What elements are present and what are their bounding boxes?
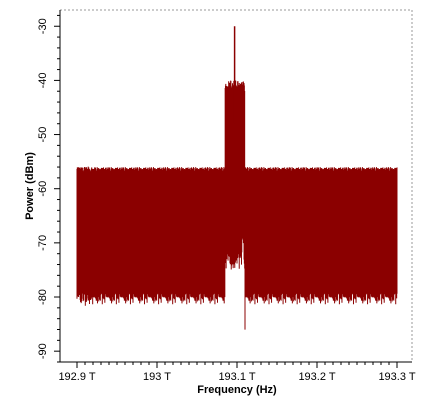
x-axis-title: Frequency (Hz) [197,384,277,396]
plot-area [59,9,413,363]
y-tick-label: -90 [37,343,49,359]
x-tick-label: 193.3 T [378,371,415,383]
y-tick-label: -60 [37,181,49,197]
y-tick-label: -80 [37,289,49,305]
y-axis: -90 -80 -70 -60 -50 -40 -30 [37,10,61,363]
x-axis: 192.9 T 193 T 193.1 T 193.2 T 193.3 T [58,361,416,383]
x-tick-label: 192.9 T [58,371,95,383]
series-spectrum [76,26,398,330]
y-tick-label: -30 [37,18,49,34]
x-tick-label: 193.2 T [298,371,335,383]
y-tick-label: -70 [37,235,49,251]
y-axis-title: Power (dBm) [24,152,36,220]
y-tick-label: -40 [37,72,49,88]
y-tick-label: -50 [37,127,49,143]
x-tick-label: 193.1 T [218,371,255,383]
x-tick-label: 193 T [143,371,171,383]
spectrum-trace [76,80,398,330]
